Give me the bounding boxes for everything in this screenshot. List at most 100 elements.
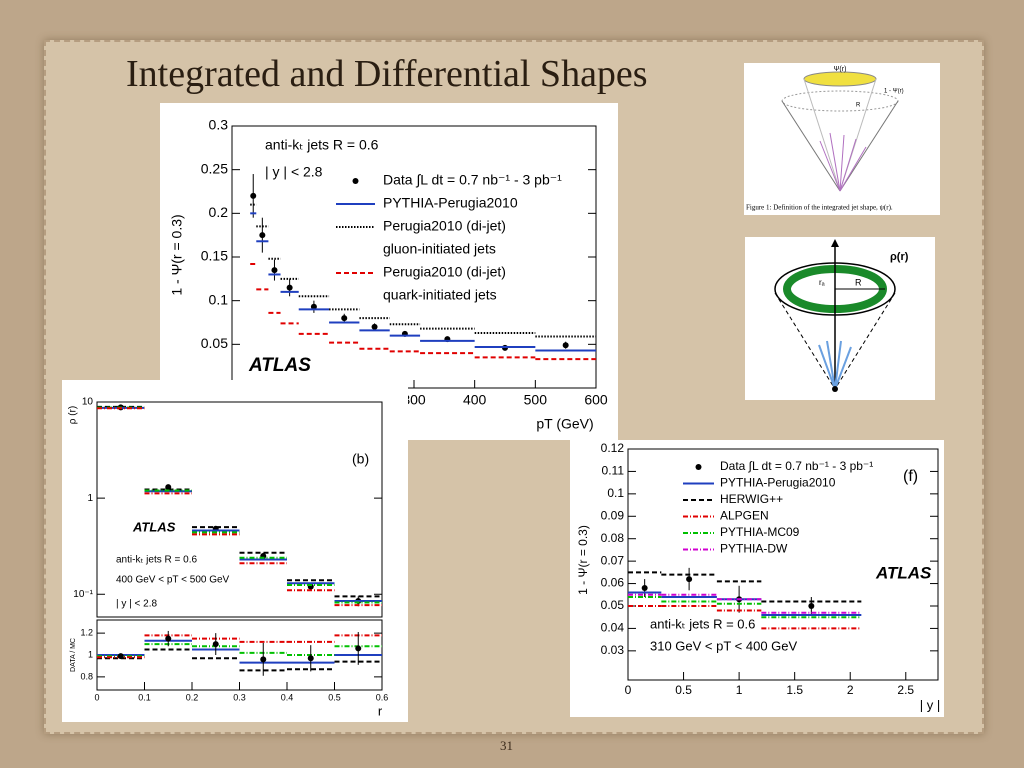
x-tick-label: 500	[524, 391, 548, 407]
y-tick-label: 1	[87, 493, 93, 504]
x-tick-label: 1	[736, 683, 743, 697]
page-number: 31	[500, 738, 513, 753]
y-tick-label: 0.05	[601, 598, 625, 612]
data-point	[355, 645, 362, 652]
annotation: anti-kₜ jets R = 0.6	[265, 137, 379, 153]
y-tick-label: 0.3	[209, 117, 229, 133]
slide-title: Integrated and Differential Shapes	[126, 53, 648, 95]
y-axis-label: DATA / MC	[70, 638, 77, 672]
x-tick-label: 2.5	[897, 683, 914, 697]
cone-ring	[781, 90, 899, 112]
x-axis-label: r	[378, 703, 383, 718]
annotation: ATLAS	[132, 519, 176, 534]
x-axis-label: | y |	[920, 697, 940, 712]
x-tick-label: 0.2	[186, 692, 199, 702]
chart-differential-r: 10⁻¹ 1 1 0 (b) ATLAS anti-kₜ jets R = 0.6 400 G…	[62, 380, 408, 722]
cone-edge	[834, 292, 896, 390]
y-tick-label: 0.12	[601, 441, 625, 455]
legend-label: PYTHIA-MC09	[720, 525, 800, 539]
annotation: 310 GeV < pT < 400 GeV	[650, 638, 798, 653]
plot-frame	[96, 401, 383, 618]
cone-edge	[803, 78, 841, 192]
y-tick-label: 0.07	[601, 553, 625, 567]
data-point	[259, 232, 266, 239]
x-tick-label: 0	[94, 692, 99, 702]
particles	[819, 132, 867, 192]
cone-edge	[781, 100, 841, 192]
legend-label: HERWIG++	[720, 492, 783, 506]
diagram-label: 1 - Ψ(r)	[884, 89, 904, 95]
annotation: (f)	[903, 468, 918, 485]
legend-marker	[352, 178, 359, 184]
figure-caption: Figure 1: Definition of the integrated j…	[746, 204, 893, 212]
x-tick-label: 1.5	[786, 683, 803, 697]
cone-edge	[774, 292, 836, 390]
chart-integrated-y: 0.03 0.04 0.05 0.06 0.07 0.08 0.09 0.1 0.11 0.12 0…	[570, 440, 944, 717]
x-tick-label: 0.3	[233, 692, 246, 702]
diagram-label: Ψ(r)	[834, 66, 847, 73]
y-tick-label: 0.8	[80, 671, 93, 681]
data-point	[808, 602, 815, 609]
y-tick-label: 0.06	[601, 576, 625, 590]
legend-label: ALPGEN	[720, 509, 769, 523]
cone-edge	[839, 100, 899, 192]
y-tick-label: 0.2	[209, 204, 229, 220]
data-point	[260, 656, 267, 663]
x-tick-label: 300	[402, 391, 426, 407]
annotation: anti-kₜ jets R = 0.6	[650, 616, 755, 631]
y-axis-label: 1 - Ψ(r = 0.3)	[576, 525, 590, 595]
vertex	[832, 386, 838, 392]
y-axis-label: ρ (r)	[68, 406, 79, 424]
diagram-label: ρ(r)	[890, 251, 909, 263]
x-tick-label: 0	[625, 683, 632, 697]
legend-label: PYTHIA-Perugia2010	[720, 476, 836, 490]
legend-label: PYTHIA-Perugia2010	[383, 195, 518, 211]
legend-label: gluon-initiated jets	[383, 241, 496, 257]
figure-jet-shape: Ψ(r) 1 - Ψ(r) R Figure 1: Definition of …	[744, 63, 940, 215]
y-tick-label: 0.1	[209, 291, 229, 307]
data-point	[165, 635, 172, 642]
annotation: | y | < 2.8	[265, 164, 323, 180]
legend-label: quark-initiated jets	[383, 287, 497, 303]
legend-label: Perugia2010 (di-jet)	[383, 218, 506, 234]
data-point	[250, 192, 257, 199]
data-point	[271, 267, 278, 274]
annotation: ATLAS	[875, 563, 932, 582]
arrow-head	[831, 239, 839, 247]
legend-label: Perugia2010 (di-jet)	[383, 264, 506, 280]
y-tick-label: 0.25	[201, 160, 228, 176]
y-tick-label: 0.15	[201, 248, 228, 264]
legend-marker	[695, 464, 702, 470]
x-axis-label: pT (GeV)	[536, 416, 593, 432]
y-tick-label: 0.05	[201, 335, 228, 351]
data-point	[117, 653, 124, 660]
x-tick-label: 0.1	[138, 692, 151, 702]
legend-label: PYTHIA-DW	[720, 542, 788, 556]
annotation: | y | < 2.8	[116, 599, 157, 610]
data-point	[371, 323, 378, 330]
diagram-label: rₐ	[819, 278, 826, 287]
figure-differential-shape: ρ(r) R rₐ	[745, 237, 935, 400]
data-point	[562, 342, 569, 349]
data-point	[286, 284, 293, 291]
y-tick-label: 0.1	[607, 486, 624, 500]
y-tick-label: 1	[88, 649, 93, 659]
cone-top	[803, 71, 877, 87]
x-tick-label: 600	[584, 391, 608, 407]
annotation: 400 GeV < pT < 500 GeV	[116, 575, 230, 586]
annotation: (b)	[352, 451, 369, 467]
x-tick-label: 0.6	[376, 692, 389, 702]
particles	[818, 340, 852, 390]
x-tick-label: 400	[463, 391, 487, 407]
data-point	[212, 641, 219, 648]
y-tick-label: 10⁻¹	[73, 589, 93, 600]
data-point	[341, 315, 348, 322]
diagram-label: R	[856, 103, 861, 109]
y-tick-label: 1.2	[80, 628, 93, 638]
diagram-label: R	[855, 277, 862, 287]
annotation: anti-kₜ jets R = 0.6	[116, 555, 197, 566]
x-tick-label: 2	[847, 683, 854, 697]
x-tick-label: 0.5	[328, 692, 341, 702]
y-tick-label: 0.11	[602, 464, 625, 478]
